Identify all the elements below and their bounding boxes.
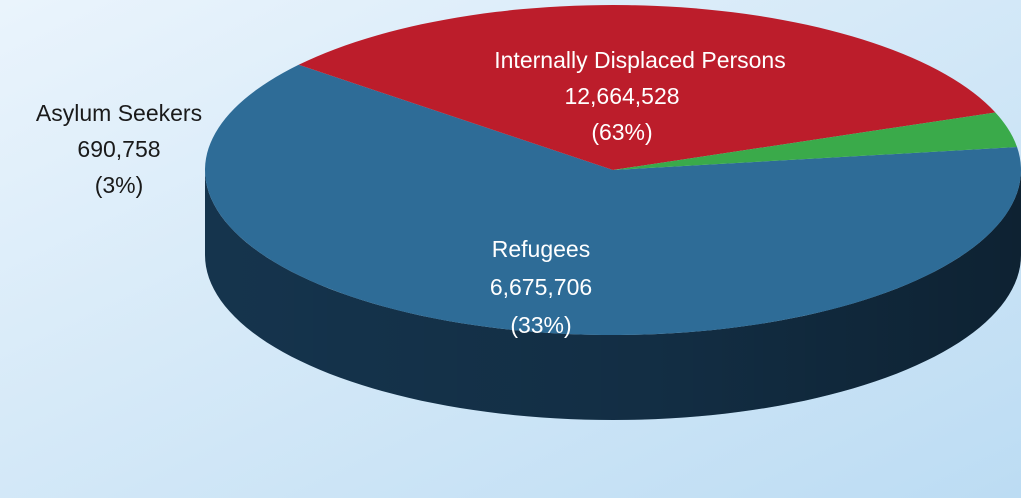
pie-slice-asylum-seekers: [613, 112, 1018, 170]
label-internally-displaced-persons: Internally Displaced Persons 12,664,528 …: [494, 47, 785, 145]
label-asylum-seekers: Asylum Seekers 690,758 (3%): [36, 100, 202, 198]
pie-slice-refugees: [298, 5, 996, 171]
slice-value-label: 6,675,706: [490, 274, 592, 300]
slice-name-label: Internally Displaced Persons: [494, 47, 785, 73]
slice-percent-label: (3%): [95, 172, 144, 198]
slice-name-label: Asylum Seekers: [36, 100, 202, 126]
slice-name-label: Refugees: [492, 236, 590, 262]
slice-percent-label: (33%): [510, 312, 571, 338]
slice-percent-label: (63%): [591, 119, 652, 145]
pie-slice-internally-displaced-persons: [205, 64, 1021, 335]
slice-value-label: 690,758: [77, 136, 160, 162]
label-refugees: Refugees 6,675,706 (33%): [490, 236, 592, 338]
pie-sides: [205, 170, 1021, 420]
pie-side-shading: [205, 170, 1021, 420]
pie-tops: [205, 5, 1021, 335]
slice-value-label: 12,664,528: [564, 83, 679, 109]
